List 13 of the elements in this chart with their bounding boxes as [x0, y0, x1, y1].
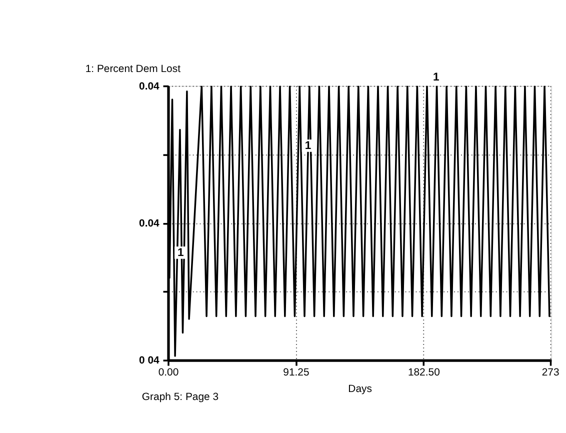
series-label: 1: Percent Dem Lost [85, 64, 181, 75]
annotation: 1 [432, 72, 440, 84]
x-tick-label: 273 [542, 367, 560, 378]
annotation: 1 [304, 140, 312, 152]
text: 0.04 [139, 81, 160, 92]
text: 0.04 [139, 218, 160, 230]
caption: Graph 5: Page 3 [142, 392, 219, 404]
x-tick-label: 91.25 [283, 367, 310, 378]
x-tick-label: 0.00 [158, 367, 179, 378]
text: 0 04 [139, 356, 160, 367]
x-tick-label: 182.50 [408, 367, 440, 378]
annotation: 1 [178, 247, 184, 260]
x-axis-title: Days [348, 384, 372, 395]
